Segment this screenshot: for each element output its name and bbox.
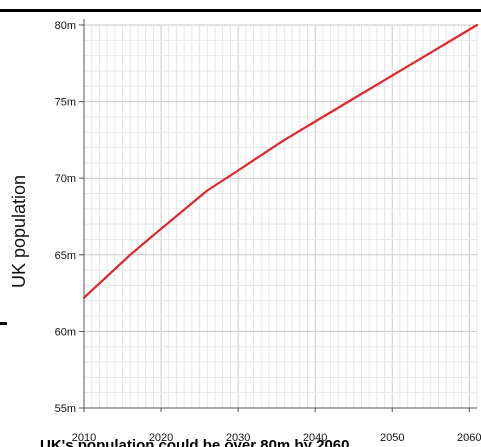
y-axis-title: UK population	[9, 175, 29, 288]
x-tick-label: 2060	[457, 432, 481, 444]
x-tick-label: 2040	[303, 432, 327, 444]
x-tick-label: 2010	[72, 432, 96, 444]
x-tick-label: 2030	[226, 432, 250, 444]
chart-caption: UK's population could be over 80m by 206…	[40, 437, 350, 447]
corner-mark	[0, 322, 7, 325]
y-tick-label: 70m	[55, 173, 76, 185]
y-tick-label: 60m	[55, 326, 76, 338]
x-tick-label: 2050	[380, 432, 404, 444]
y-tick-label: 80m	[55, 20, 76, 32]
y-tick-label: 55m	[55, 403, 76, 415]
x-tick-label: 2020	[149, 432, 173, 444]
top-border	[0, 9, 481, 12]
series-line	[82, 23, 479, 299]
y-tick-label: 75m	[55, 97, 76, 109]
y-tick-label: 65m	[55, 250, 76, 262]
